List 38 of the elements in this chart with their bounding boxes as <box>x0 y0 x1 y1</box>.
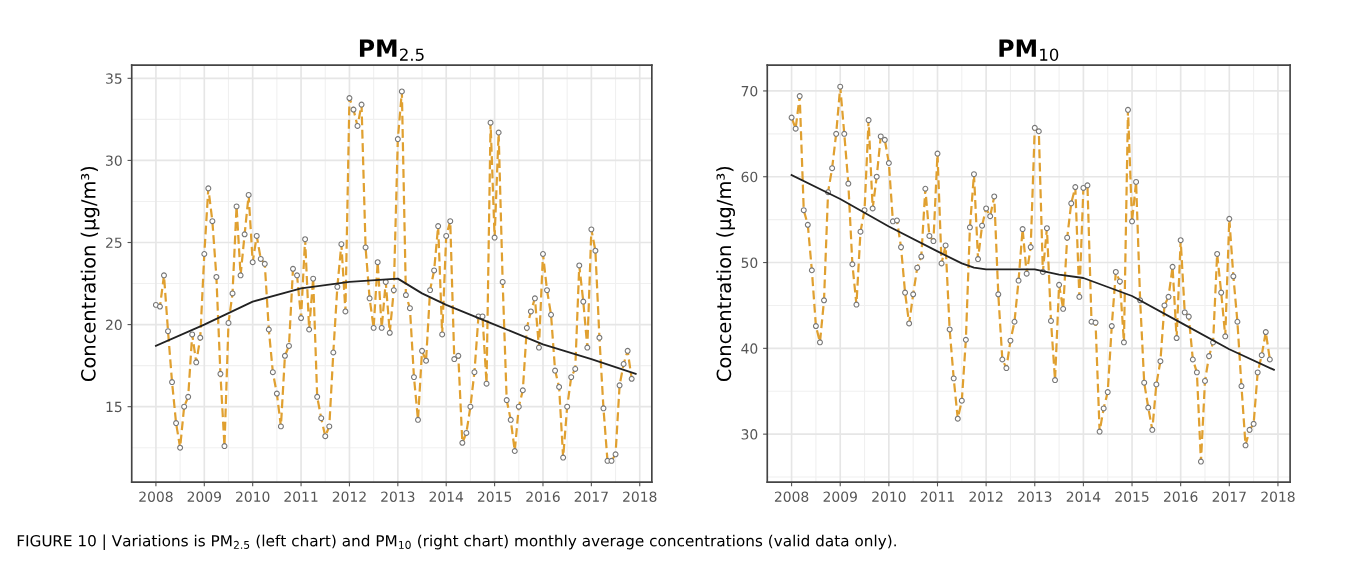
y-tick-label: 35 <box>106 73 122 84</box>
x-tick-label: 2008 <box>774 491 809 502</box>
x-tick-label: 2014 <box>429 491 464 502</box>
y-tick-label: 25 <box>106 237 122 248</box>
y-tick-label: 30 <box>741 429 758 440</box>
caption: FIGURE 10 | Variations is PM$_{2.5}$ (left chart) and PM$_{10}$ (right chart) monthly average concentrations (valid data only). <box>17 534 896 550</box>
x-tick-label: 2015 <box>477 491 512 502</box>
x-tick-label: 2013 <box>1018 491 1052 502</box>
x-tick-label: 2011 <box>920 491 954 502</box>
y-tick-label: 30 <box>106 155 122 166</box>
x-tick-label: 2018 <box>623 491 657 502</box>
x-tick-label: 2012 <box>332 491 366 502</box>
x-tick-label: 2013 <box>381 491 415 502</box>
x-tick-label: 2009 <box>187 491 221 502</box>
y-tick-label: 20 <box>106 319 122 331</box>
x-tick-label: 2017 <box>1212 491 1246 502</box>
y-axis-title: Concentration (μg/m³) <box>80 166 100 382</box>
y-tick-label: 70 <box>741 85 758 97</box>
y-tick-label: 15 <box>106 401 122 413</box>
x-tick-label: 2014 <box>1066 491 1101 502</box>
x-tick-label: 2018 <box>1261 491 1295 502</box>
line-series <box>790 174 1275 371</box>
x-tick-label: 2015 <box>1115 491 1149 502</box>
y-axis-title: Concentration (μg/m³) <box>716 166 736 382</box>
y-tick-label: 50 <box>741 257 758 269</box>
x-tick-label: 2011 <box>284 491 318 502</box>
y-tick-label: 40 <box>741 343 758 354</box>
x-tick-label: 2017 <box>574 491 608 502</box>
x-tick-label: 2016 <box>1164 491 1198 502</box>
chart-title: PM$_{2.5}$ <box>359 39 424 61</box>
x-tick-label: 2016 <box>526 491 560 502</box>
x-tick-label: 2010 <box>872 491 906 502</box>
x-tick-label: 2009 <box>823 491 857 502</box>
x-tick-label: 2010 <box>236 491 270 502</box>
y-tick-label: 60 <box>741 171 758 183</box>
chart-title: PM$_{10}$ <box>999 39 1059 61</box>
x-tick-label: 2012 <box>969 491 1003 502</box>
x-tick-label: 2008 <box>139 491 173 502</box>
